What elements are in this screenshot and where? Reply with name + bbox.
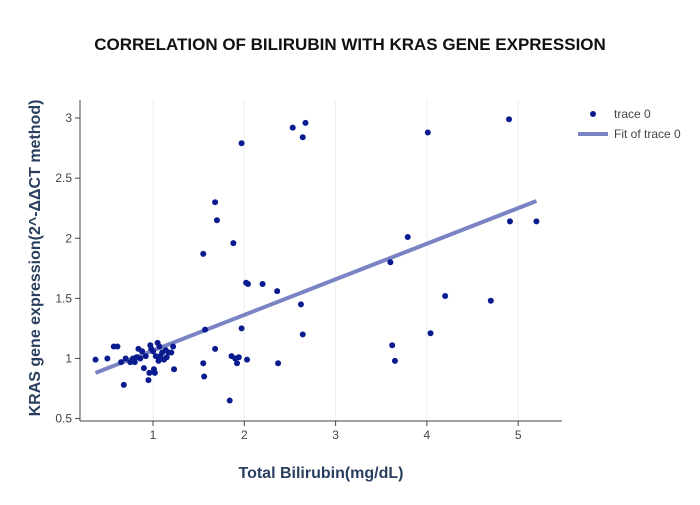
x-tick-label: 1 <box>150 428 157 442</box>
data-point <box>299 331 306 338</box>
legend: trace 0 Fit of trace 0 <box>578 107 681 141</box>
data-point <box>156 343 163 350</box>
data-point <box>442 292 449 299</box>
data-point <box>170 343 177 350</box>
data-point <box>234 360 241 367</box>
data-point <box>213 217 220 224</box>
y-tick-label: 1 <box>65 351 72 365</box>
data-point <box>289 124 296 131</box>
data-point <box>202 326 209 333</box>
data-point <box>424 129 431 136</box>
data-point <box>201 373 208 380</box>
data-point <box>427 330 434 337</box>
data-point <box>297 301 304 308</box>
data-point <box>506 218 513 225</box>
y-tick-label: 0.5 <box>55 412 72 426</box>
x-axis-label: Total Bilirubin(mg/dL) <box>238 465 403 482</box>
data-point <box>238 140 245 147</box>
data-point <box>118 359 125 366</box>
data-point <box>163 354 170 361</box>
data-point <box>212 345 219 352</box>
data-point <box>226 397 233 404</box>
data-point <box>244 356 251 363</box>
data-point <box>92 356 99 363</box>
legend-label: trace 0 <box>614 107 651 121</box>
data-point <box>122 355 129 362</box>
data-point <box>142 353 149 360</box>
data-point <box>238 325 245 332</box>
series-layer <box>92 116 540 404</box>
data-point <box>137 355 144 362</box>
data-point <box>145 377 152 384</box>
data-point <box>404 234 411 241</box>
data-point <box>120 381 127 388</box>
data-point <box>259 280 266 287</box>
data-point <box>200 360 207 367</box>
x-tick-label: 4 <box>424 428 431 442</box>
data-point <box>387 259 394 266</box>
data-point <box>171 366 178 373</box>
data-point <box>275 360 282 367</box>
chart-title: CORRELATION OF BILIRUBIN WITH KRAS GENE … <box>94 35 606 54</box>
y-tick-label: 2.5 <box>55 171 72 185</box>
grid-layer <box>152 100 519 421</box>
data-point <box>235 354 242 361</box>
data-point <box>114 343 121 350</box>
x-tick-label: 2 <box>241 428 248 442</box>
data-point <box>487 297 494 304</box>
data-point <box>151 369 158 376</box>
data-point <box>200 250 207 257</box>
data-point <box>168 349 175 356</box>
fit-line <box>94 199 538 375</box>
y-tick-label: 3 <box>65 111 72 125</box>
data-point <box>391 357 398 364</box>
data-point <box>302 119 309 126</box>
data-point <box>139 348 146 355</box>
data-point <box>533 218 540 225</box>
data-point <box>155 357 162 364</box>
data-point <box>230 240 237 247</box>
x-tick-label: 3 <box>332 428 339 442</box>
y-tick-label: 2 <box>65 231 72 245</box>
data-point <box>244 280 251 287</box>
data-point <box>140 365 147 372</box>
data-point <box>212 199 219 206</box>
data-point <box>299 134 306 141</box>
y-axis-label: KRAS gene expression(2^-ΔΔCT method) <box>27 100 44 417</box>
legend-label: Fit of trace 0 <box>614 127 681 141</box>
data-point <box>104 355 111 362</box>
data-point <box>274 288 281 295</box>
data-point <box>152 353 159 360</box>
y-tick-label: 1.5 <box>55 291 72 305</box>
axis-layer: 1 2 3 4 5 0.5 1 1.5 2 2.5 3 <box>55 100 562 442</box>
x-tick-label: 5 <box>515 428 522 442</box>
data-point <box>146 369 153 376</box>
data-point <box>506 116 513 123</box>
legend-marker <box>590 111 596 117</box>
data-point <box>150 348 157 355</box>
data-point <box>131 359 138 366</box>
data-point <box>389 342 396 349</box>
